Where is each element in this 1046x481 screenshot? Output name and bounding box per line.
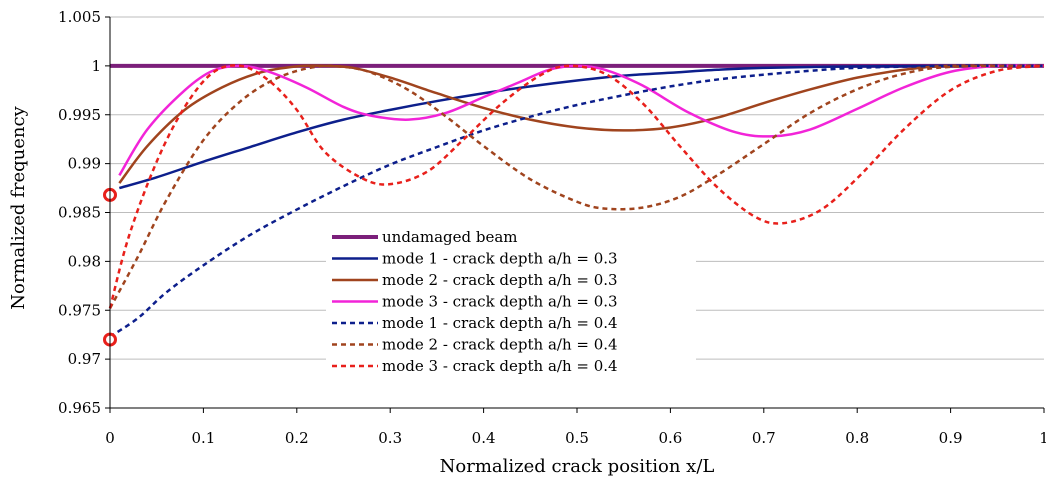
x-tick-label: 0.4 — [472, 429, 496, 447]
x-tick-label: 0.7 — [752, 429, 776, 447]
series-line-5 — [109, 64, 1045, 338]
axes — [105, 16, 1045, 413]
y-tick-label: 0.965 — [58, 399, 101, 417]
legend: undamaged beam mode 1 - crack depth a/h =… — [326, 226, 696, 383]
x-tick-label: 1 — [1039, 429, 1046, 447]
x-tick-label: 0.5 — [565, 429, 589, 447]
y-tick-label: 1 — [91, 57, 101, 75]
legend-label-4: mode 3 - crack depth a/h = 0.3 — [382, 293, 618, 311]
x-axis-title: Normalized crack position x/L — [440, 456, 715, 477]
x-tick-label: 0.6 — [658, 429, 682, 447]
x-tick-label: 0.3 — [378, 429, 402, 447]
series-line-7 — [108, 64, 1045, 309]
legend-background — [326, 226, 696, 383]
y-tick-label: 1.005 — [58, 8, 101, 26]
y-tick-label: 0.975 — [58, 301, 101, 319]
y-axis-title: Normalized frequency — [8, 105, 29, 309]
x-tick-label: 0.1 — [191, 429, 215, 447]
x-tick-label: 0 — [105, 429, 115, 447]
x-tick-label: 0.2 — [285, 429, 309, 447]
legend-label-7: mode 3 - crack depth a/h = 0.4 — [382, 357, 618, 375]
legend-label-6: mode 2 - crack depth a/h = 0.4 — [382, 336, 618, 354]
series-line-3 — [118, 64, 1045, 184]
y-tick-label: 0.98 — [68, 252, 101, 270]
legend-label-5: mode 1 - crack depth a/h = 0.4 — [382, 314, 618, 332]
y-tick-label: 0.995 — [58, 106, 101, 124]
x-tick-label: 0.9 — [939, 429, 963, 447]
series-layer — [108, 63, 1045, 338]
y-tick-label: 0.99 — [68, 155, 101, 173]
legend-label-1: undamaged beam — [382, 228, 518, 246]
x-tick-label: 0.8 — [845, 429, 869, 447]
legend-label-3: mode 2 - crack depth a/h = 0.3 — [382, 271, 618, 289]
y-tick-label: 0.97 — [68, 350, 101, 368]
legend-label-2: mode 1 - crack depth a/h = 0.3 — [382, 250, 618, 268]
tick-labels: 0.965 0.97 0.975 0.98 0.985 0.99 0.995 1 1.005 0 0… — [58, 8, 1046, 447]
series-line-6 — [108, 64, 1045, 309]
series-line-2 — [118, 64, 1045, 190]
y-tick-label: 0.985 — [58, 204, 101, 222]
